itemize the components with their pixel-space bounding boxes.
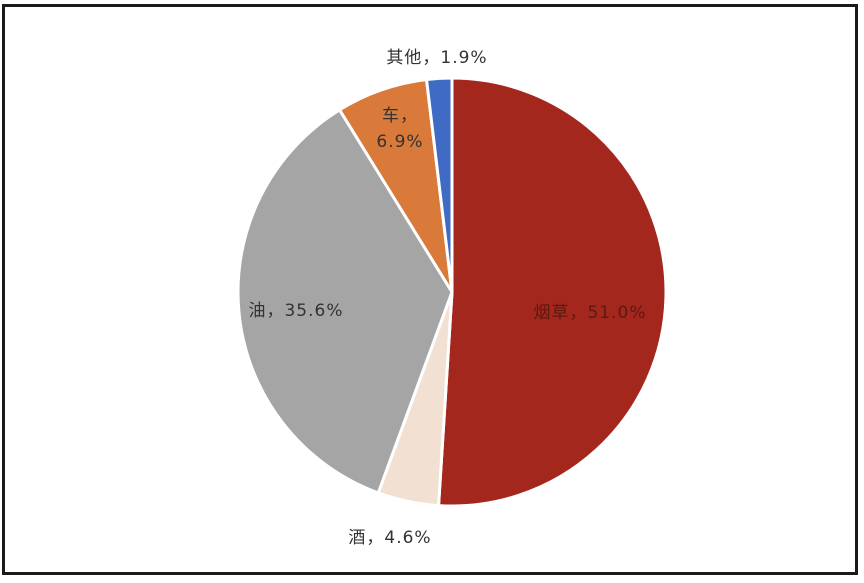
slice-label-4: 其他，1.9%	[386, 48, 487, 68]
slice-label-3: 车， 6.9%	[376, 106, 423, 152]
pie-labels: 烟草，51.0% 酒，4.6% 油，35.6% 车， 6.9% 其他，1.9%	[248, 48, 646, 548]
slice-label-2: 油，35.6%	[248, 301, 343, 321]
pie-slice-4	[425, 76, 454, 294]
pie-slices	[236, 76, 668, 508]
slice-label-0: 烟草，51.0%	[533, 303, 646, 323]
pie-slice-0	[437, 76, 668, 508]
slice-label-1: 酒，4.6%	[348, 528, 431, 548]
